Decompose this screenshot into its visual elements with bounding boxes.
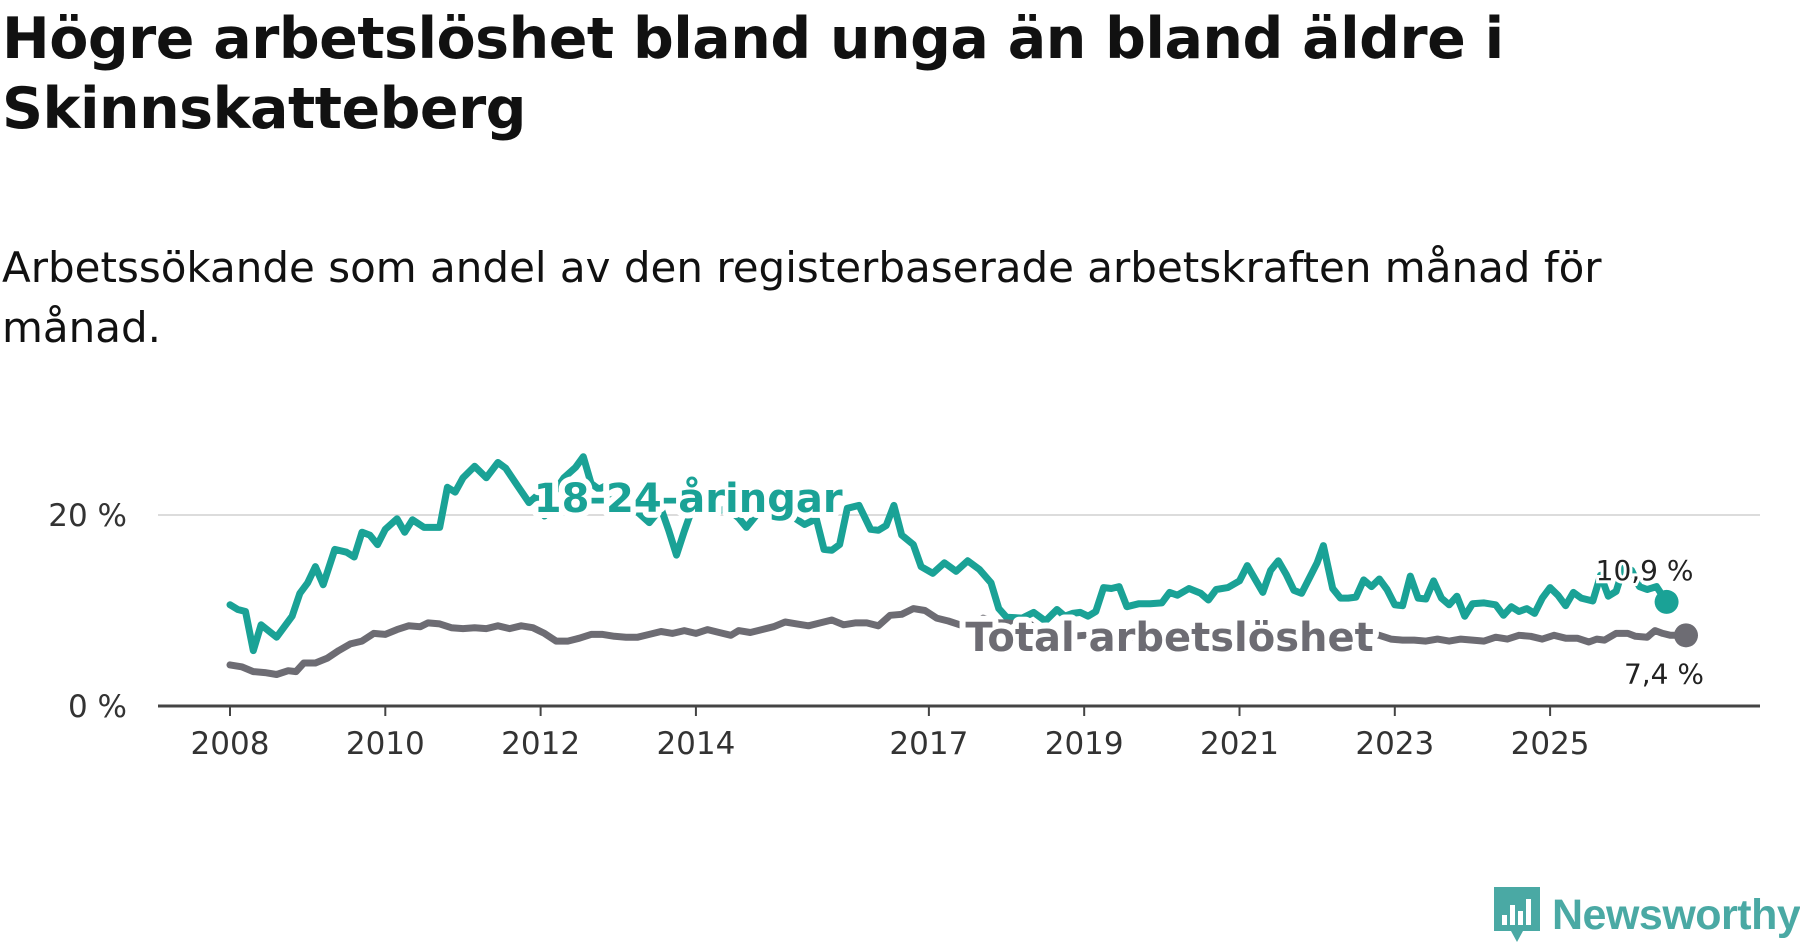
x-tick-label: 2019 bbox=[1045, 726, 1124, 762]
newsworthy-logo[interactable]: Newsworthy bbox=[1492, 884, 1800, 946]
x-tick-label: 2012 bbox=[501, 726, 580, 762]
end-point-total bbox=[1674, 623, 1698, 648]
series bbox=[226, 453, 1698, 678]
series-label-total: Total arbetslöshet bbox=[965, 615, 1373, 661]
series-line-total bbox=[226, 605, 1690, 678]
chart-title: Högre arbetslöshet bland unga än bland ä… bbox=[2, 6, 1504, 142]
x-tick-label: 2017 bbox=[889, 726, 968, 762]
x-tick-label: 2008 bbox=[191, 726, 270, 762]
axes: 0 % 20 % 2008 2010 2012 2014 2017 2019 2021 2023 2… bbox=[48, 498, 1760, 762]
y-tick-label: 0 % bbox=[68, 689, 127, 725]
newsworthy-logo-icon bbox=[1494, 887, 1540, 942]
series-label-youth: 18-24-åringar bbox=[534, 475, 843, 522]
y-tick-label: 20 % bbox=[48, 498, 127, 534]
end-point-youth bbox=[1654, 589, 1679, 614]
brand-name: Newsworthy bbox=[1552, 890, 1800, 939]
series-line-youth bbox=[226, 453, 1671, 655]
x-tick-label: 2023 bbox=[1355, 726, 1434, 762]
chart-subtitle: Arbetssökande som andel av den registerb… bbox=[2, 243, 1602, 352]
x-tick-label: 2021 bbox=[1200, 726, 1279, 762]
end-label-total: 7,4 % bbox=[1624, 657, 1704, 690]
labels: 18-24-åringar Total arbetslöshet 10,9 % 7,4… bbox=[528, 469, 1707, 694]
x-tick-label: 2010 bbox=[346, 726, 425, 762]
x-tick-label: 2014 bbox=[656, 726, 735, 762]
x-tick-label: 2025 bbox=[1511, 726, 1590, 762]
end-label-youth: 10,9 % bbox=[1596, 554, 1694, 587]
